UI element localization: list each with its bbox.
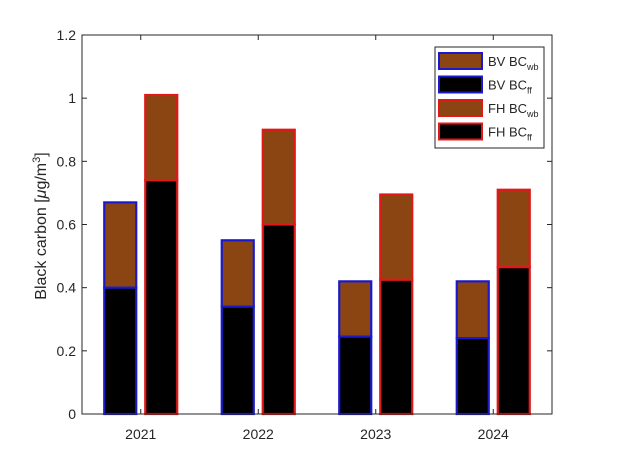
axes-layer: 2021 2022 2023 2024 0 0.2 0.4 0.6 0.8 1 1.2 (57, 27, 553, 442)
y-tick-label: 0 (68, 406, 76, 422)
y-axis-label-mu: μ (33, 189, 50, 199)
y-tick-label: 0.4 (57, 280, 77, 296)
bar-bv-wb-2023 (338, 280, 373, 338)
y-axis-label-unit: g/m (33, 163, 50, 190)
legend-swatch-2 (438, 99, 483, 117)
bar-fh-ff-2022 (261, 223, 296, 416)
bar-fh-wb-2021 (144, 93, 179, 182)
x-tick-label-2024: 2024 (478, 426, 509, 442)
bar-fh-ff-2024 (496, 266, 531, 416)
x-tick-label-2023: 2023 (360, 426, 391, 442)
y-tick-label: 0.2 (57, 343, 77, 359)
legend-label-0: BV BCwb (488, 54, 539, 72)
y-tick-label: 1 (68, 90, 76, 106)
legend-swatch-3 (438, 122, 483, 141)
bar-bv-ff-2021 (103, 286, 138, 416)
bar-bv-wb-2021 (103, 201, 138, 289)
y-tick-label: 0.8 (57, 153, 77, 169)
bar-fh-ff-2023 (379, 278, 414, 416)
legend-label-1: BV BCff (488, 78, 532, 96)
bar-fh-wb-2023 (379, 193, 414, 281)
x-tick-label-2022: 2022 (243, 426, 274, 442)
y-axis-label-main: Black carbon [ (33, 198, 50, 300)
legend-swatch-1 (438, 75, 483, 94)
y-axis-label-sup: 3 (31, 157, 43, 163)
y-tick-label: 1.2 (57, 27, 77, 43)
bar-bv-ff-2023 (338, 335, 373, 416)
legend-swatch-0 (438, 52, 483, 70)
bar-bv-ff-2022 (220, 305, 255, 416)
y-axis-label-close: ] (33, 152, 50, 156)
bars-layer (103, 93, 531, 416)
bar-bv-wb-2022 (220, 239, 255, 308)
bar-fh-wb-2024 (496, 188, 531, 269)
legend: BV BCwb BV BCff FH BCwb FH BCff (434, 46, 545, 149)
y-tick-label: 0.6 (57, 217, 77, 233)
x-tick-label-2021: 2021 (125, 426, 156, 442)
bar-bv-ff-2024 (455, 337, 490, 416)
legend-label-2: FH BCwb (488, 101, 539, 119)
bar-fh-wb-2022 (261, 128, 296, 226)
bar-fh-ff-2021 (144, 179, 179, 416)
y-axis-label: Black carbon [μg/m3] (31, 152, 50, 299)
legend-label-3: FH BCff (488, 125, 532, 143)
bar-bv-wb-2024 (455, 280, 490, 340)
